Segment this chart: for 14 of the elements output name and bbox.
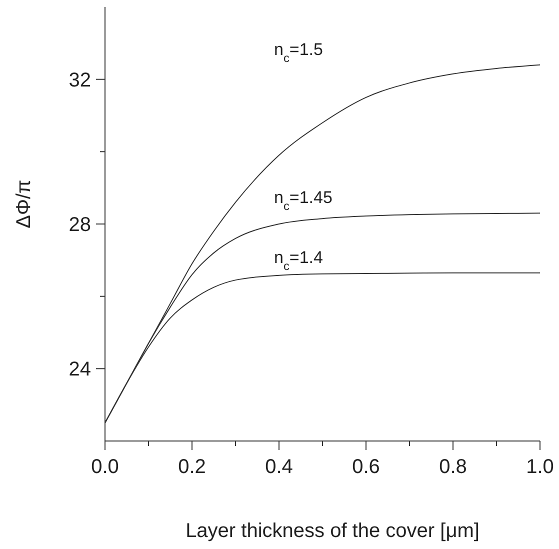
x-axis-title: Layer thickness of the cover [μm] [186, 520, 480, 542]
x-tick-label: 0.2 [178, 456, 206, 478]
series-label: n$_{c}$=1.4 [274, 248, 323, 273]
x-tick-label: 0.4 [265, 456, 293, 478]
series-label: n$_{c}$=1.45 [274, 188, 332, 214]
y-tick-label: 24 [68, 358, 91, 381]
x-tick-label: 0.0 [91, 456, 119, 478]
x-tick-label: 0.8 [439, 456, 467, 478]
y-tick-label: 32 [68, 69, 91, 92]
x-tick-label: 1.0 [526, 456, 554, 478]
x-tick-label: 0.6 [352, 456, 380, 478]
text: n$_{c}$=1.5 [274, 40, 323, 65]
y-axis-title: ΔΦ/π [13, 180, 35, 228]
y-tick-label: 28 [68, 214, 91, 236]
